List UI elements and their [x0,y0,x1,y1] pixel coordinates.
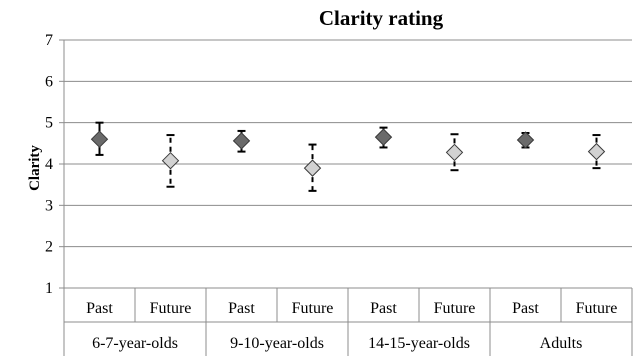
axis-layer [63,40,633,356]
y-tick-label: 6 [45,73,53,90]
x-tick-label: Past [86,300,113,317]
x-tick-label: Past [370,300,397,317]
y-axis-label: Clarity [27,145,43,191]
y-tick-label: 3 [45,197,53,214]
data-point-marker [374,128,393,146]
y-tick-label: 7 [45,32,53,49]
x-tick-label: Future [576,300,618,317]
group-label: 9-10-year-olds [230,335,324,352]
group-label: 14-15-year-olds [368,335,470,352]
category-layer: Past Future Past Future Past Future Past Future… [86,300,617,352]
data-point-marker [303,159,322,177]
point-layer [90,121,606,192]
y-tick-label: 1 [45,280,53,297]
x-tick-label: Future [434,300,476,317]
data-point-marker [445,143,464,162]
chart-title: Clarity rating [319,6,444,30]
data-point-marker [90,130,109,148]
data-point-marker [516,131,535,149]
x-tick-label: Future [150,300,192,317]
group-label: 6-7-year-olds [92,335,178,352]
y-tick-label: 5 [45,115,53,132]
x-tick-label: Future [292,300,334,317]
y-tick-layer: 1 2 3 4 5 6 7 [45,32,64,297]
data-point-marker [232,132,251,150]
y-tick-label: 4 [45,156,53,173]
data-point-marker [161,151,180,170]
grid-layer [64,39,632,248]
data-point-marker [587,142,606,161]
y-tick-label: 2 [45,239,53,256]
group-label: Adults [540,335,583,352]
x-tick-label: Past [228,300,255,317]
x-tick-label: Past [512,300,539,317]
